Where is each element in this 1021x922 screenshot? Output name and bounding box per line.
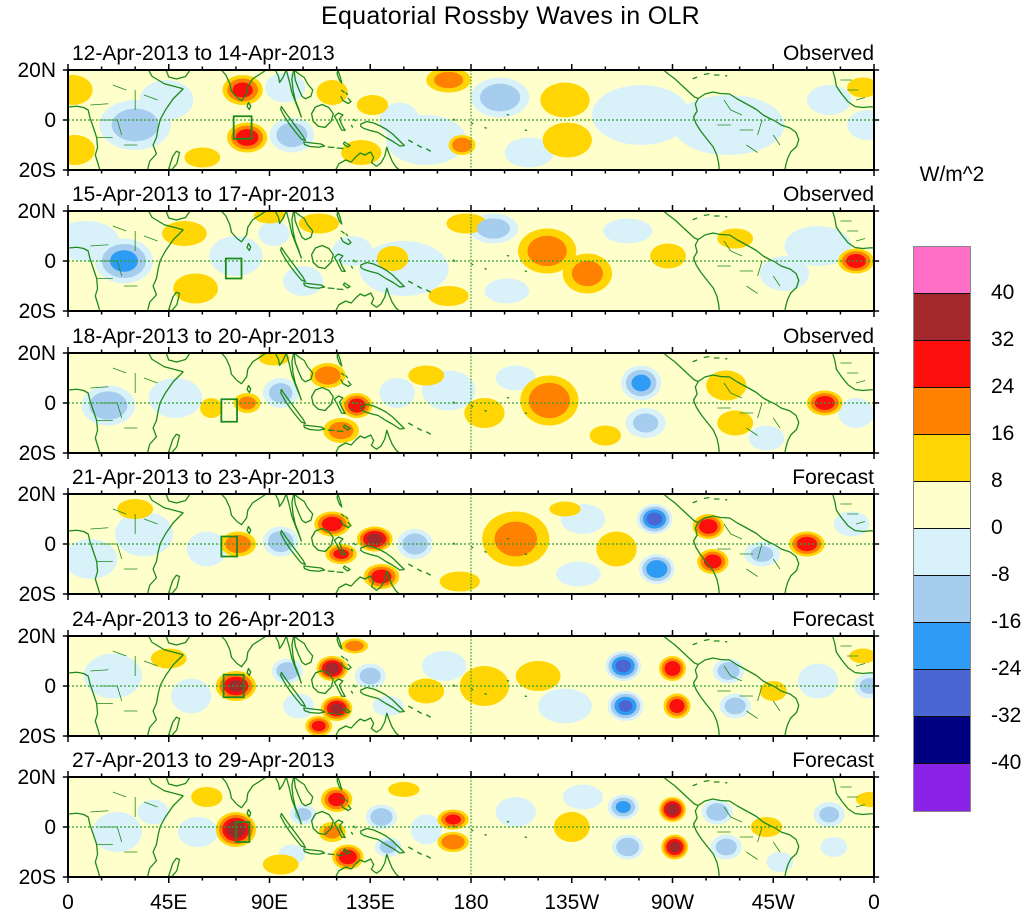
map-panel-3	[68, 353, 874, 453]
longitude-tick-label: 180	[453, 891, 489, 914]
longitude-tick-label: 90W	[650, 891, 695, 914]
latitude-tick-label: 20N	[17, 625, 56, 648]
colorbar-cell	[914, 670, 970, 717]
colorbar-cell	[914, 717, 970, 764]
colorbar-cell	[914, 388, 970, 435]
longitude-tick-label: 0	[62, 891, 74, 914]
longitude-tick-label: 135E	[345, 891, 395, 914]
latitude-tick-label: 20S	[18, 159, 56, 182]
colorbar-cell	[914, 576, 970, 623]
latitude-tick-label: 20S	[18, 725, 56, 748]
latitude-tick-label: 0	[44, 675, 56, 698]
panel-date-title: 24-Apr-2013 to 26-Apr-2013	[72, 608, 335, 631]
latitude-tick-label: 20S	[18, 583, 56, 606]
colorbar-tick-label: -40	[991, 751, 1021, 774]
colorbar-cell	[914, 247, 970, 294]
longitude-tick-label: 0	[868, 891, 880, 914]
latitude-tick-label: 20N	[17, 766, 56, 789]
latitude-tick-label: 0	[44, 533, 56, 556]
colorbar-swatches	[913, 246, 971, 812]
longitude-tick-label: 45W	[751, 891, 795, 914]
colorbar-tick-label: -16	[991, 610, 1021, 633]
panel-date-title: 15-Apr-2013 to 17-Apr-2013	[72, 183, 335, 206]
figure-title: Equatorial Rossby Waves in OLR	[320, 2, 701, 30]
colorbar-cell	[914, 623, 970, 670]
panel-type-label: Forecast	[792, 608, 874, 631]
longitude-tick-label: 45E	[150, 891, 188, 914]
colorbar-tick-label: 24	[991, 375, 1015, 398]
latitude-tick-label: 0	[44, 109, 56, 132]
colorbar-cell	[914, 294, 970, 341]
map-panel-1	[68, 70, 874, 170]
panel-date-title: 27-Apr-2013 to 29-Apr-2013	[72, 749, 335, 772]
colorbar-unit-label: W/m^2	[919, 163, 985, 186]
latitude-tick-label: 0	[44, 392, 56, 415]
colorbar-cell	[914, 482, 970, 529]
colorbar-tick-label: -8	[991, 563, 1010, 586]
longitude-tick-label: 90E	[250, 891, 289, 914]
map-panel-5	[68, 636, 874, 736]
longitude-tick-label: 135W	[544, 891, 600, 914]
colorbar-cell	[914, 341, 970, 388]
map-panel-4	[68, 494, 874, 594]
latitude-tick-label: 20N	[17, 200, 56, 223]
latitude-tick-label: 0	[44, 816, 56, 839]
latitude-tick-label: 0	[44, 250, 56, 273]
panel-type-label: Observed	[782, 42, 874, 65]
colorbar-tick-label: 40	[991, 281, 1015, 304]
latitude-tick-label: 20S	[18, 442, 56, 465]
panel-type-label: Forecast	[792, 466, 874, 489]
panel-date-title: 18-Apr-2013 to 20-Apr-2013	[72, 325, 335, 348]
map-panel-2	[68, 211, 874, 311]
panel-date-title: 21-Apr-2013 to 23-Apr-2013	[72, 466, 335, 489]
colorbar-tick-label: 16	[991, 422, 1015, 445]
colorbar-cell	[914, 435, 970, 482]
latitude-tick-label: 20N	[17, 342, 56, 365]
colorbar-cell	[914, 764, 970, 811]
latitude-tick-label: 20S	[18, 300, 56, 323]
map-panel-6	[68, 777, 874, 877]
colorbar-tick-label: -24	[991, 657, 1021, 680]
latitude-tick-label: 20N	[17, 483, 56, 506]
panel-type-label: Forecast	[792, 749, 874, 772]
colorbar-cell	[914, 529, 970, 576]
colorbar-tick-label: 0	[991, 516, 1003, 539]
panel-type-label: Observed	[782, 183, 874, 206]
colorbar-tick-label: 8	[991, 469, 1003, 492]
panel-date-title: 12-Apr-2013 to 14-Apr-2013	[72, 42, 335, 65]
colorbar-tick-label: 32	[991, 328, 1015, 351]
latitude-tick-label: 20N	[17, 59, 56, 82]
colorbar-tick-label: -32	[991, 704, 1021, 727]
panel-type-label: Observed	[782, 325, 874, 348]
latitude-tick-label: 20S	[18, 866, 56, 889]
